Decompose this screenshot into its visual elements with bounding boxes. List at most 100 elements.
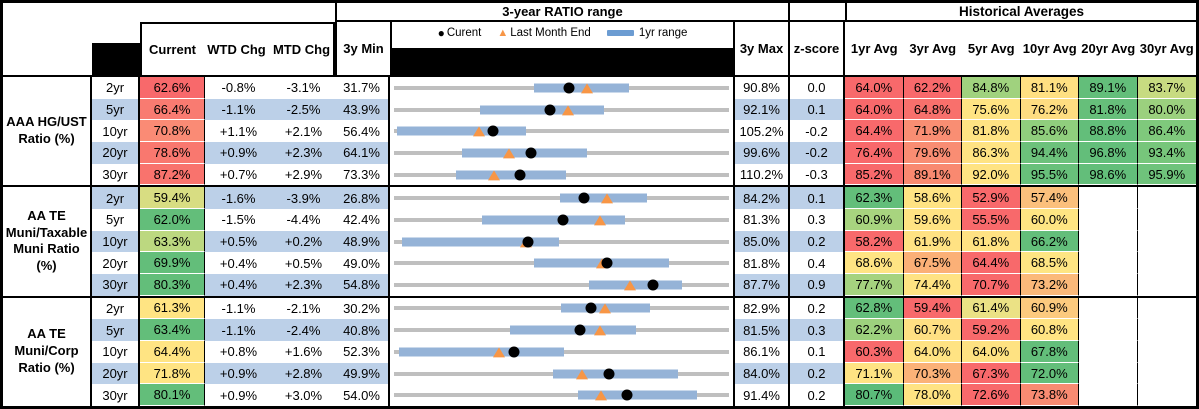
wtd-chg-cell: -1.5% [205, 209, 272, 231]
change-columns-header: Current WTD Chg MTD Chg [140, 22, 335, 75]
current-dot-marker [601, 257, 613, 269]
current-column-header: Current [149, 42, 196, 57]
avg-cell: 81.8% [962, 120, 1021, 143]
range-chart-cell [390, 230, 735, 253]
legend-last-month-label: Last Month End [510, 27, 591, 39]
range-chart-cell [390, 163, 735, 186]
3y-min-cell: 49.0% [335, 252, 390, 275]
3y-max-cell: 110.2% [735, 163, 790, 186]
ratio-group: AA TE Muni/Corp Ratio (%) 2yr 61.3% -1.1% -2… [3, 295, 1196, 407]
last-month-triangle-marker [575, 368, 588, 379]
3y-min-cell: 73.3% [335, 163, 390, 186]
3y-min-cell: 31.7% [335, 77, 390, 99]
mtd-chg-cell: +2.1% [272, 120, 335, 143]
avg-cell [1137, 252, 1196, 275]
table-row: 10yr 63.3% +0.5% +0.2% 48.9% 85.0% 0.2 58.2% 61.… [92, 230, 1196, 253]
avg-cell: 62.3% [845, 187, 904, 209]
mtd-chg-cell: +1.6% [272, 341, 335, 363]
table-row: 30yr 80.1% +0.9% +3.0% 54.0% 91.4% 0.2 80.7% 78.… [92, 384, 1196, 407]
3y-max-cell: 91.4% [735, 384, 790, 407]
table-row: 10yr 64.4% +0.8% +1.6% 52.3% 86.1% 0.1 60.3% 64.… [92, 341, 1196, 363]
mtd-chg-cell: +2.8% [272, 362, 335, 385]
range-section-title: 3-year RATIO range [335, 3, 790, 22]
tenor-cell: 10yr [92, 120, 140, 143]
avg-cell [1137, 319, 1196, 341]
last-month-triangle-marker [598, 303, 611, 314]
3y-min-column-header: 3y Min [335, 22, 390, 75]
table-row: 10yr 70.8% +1.1% +2.1% 56.4% 105.2% -0.2 64.4% 7… [92, 120, 1196, 143]
3y-min-cell: 49.9% [335, 362, 390, 385]
current-dot-marker [647, 279, 659, 291]
current-dot-marker [585, 302, 597, 314]
current-dot-marker [544, 104, 556, 115]
3y-min-cell: 42.4% [335, 209, 390, 231]
1yr-range-band [481, 215, 626, 225]
avg-cell [1079, 187, 1138, 209]
current-dot-marker [487, 125, 499, 137]
avg-cell [1079, 252, 1138, 275]
avg-cell: 67.3% [962, 362, 1021, 385]
last-month-triangle-marker [503, 148, 516, 159]
3y-max-cell: 84.0% [735, 362, 790, 385]
3y-min-cell: 54.8% [335, 274, 390, 296]
current-cell: 80.1% [140, 384, 205, 407]
avg-cell: 71.9% [903, 120, 962, 143]
mtd-chg-cell: +0.5% [272, 252, 335, 275]
avg-cell [1137, 209, 1196, 231]
z-score-cell: 0.2 [790, 230, 845, 253]
mtd-chg-cell: -2.4% [272, 319, 335, 341]
table-row: 5yr 66.4% -1.1% -2.5% 43.9% 92.1% 0.1 64.0% 64.8… [92, 98, 1196, 121]
avg-cell: 60.9% [845, 209, 904, 231]
current-dot-marker [603, 368, 615, 379]
current-dot-marker [563, 82, 575, 94]
table-header: 3-year RATIO range Historical Averages C… [3, 3, 1196, 75]
current-dot-marker [525, 147, 537, 159]
tenor-cell: 5yr [92, 319, 140, 341]
tenor-cell: 30yr [92, 384, 140, 407]
avg-cell: 80.7% [845, 384, 904, 407]
group-label: AA TE Muni/Taxable Muni Ratio (%) [3, 187, 92, 296]
range-chart-cell [390, 209, 735, 231]
1yr-range-band [401, 237, 560, 246]
1yr-range-bar-icon [606, 30, 634, 36]
avg-cell: 60.9% [1020, 297, 1079, 320]
tenor-cell: 5yr [92, 98, 140, 121]
avg-cell: 57.4% [1020, 187, 1079, 209]
avg-cell: 93.4% [1137, 142, 1196, 164]
chart-legend-cell: ● Curent ▲ Last Month End 1yr range [390, 22, 735, 75]
range-track [394, 282, 729, 287]
range-track [394, 239, 729, 244]
z-score-cell: 0.3 [790, 319, 845, 341]
current-cell: 70.8% [140, 120, 205, 143]
last-month-triangle-marker [561, 104, 574, 115]
avg-cell: 96.8% [1079, 142, 1138, 164]
mtd-chg-cell: +2.3% [272, 142, 335, 164]
avg-cell: 59.4% [903, 297, 962, 320]
avg-cell [1079, 384, 1138, 407]
avg-cell [1079, 362, 1138, 385]
3y-max-column-header: 3y Max [735, 22, 790, 75]
avg-cell: 67.5% [903, 252, 962, 275]
tenor-cell: 20yr [92, 362, 140, 385]
avg-cell: 61.9% [903, 230, 962, 253]
avg-cell [1079, 230, 1138, 253]
table-row: 5yr 62.0% -1.5% -4.4% 42.4% 81.3% 0.3 60.9% 59.6… [92, 209, 1196, 231]
chart-legend: ● Curent ▲ Last Month End 1yr range [392, 27, 733, 39]
z-score-cell: 0.4 [790, 252, 845, 275]
1yr-range-band [589, 280, 683, 290]
wtd-chg-cell: +0.9% [205, 362, 272, 385]
wtd-chg-cell: -1.1% [205, 319, 272, 341]
wtd-chg-cell: +0.5% [205, 230, 272, 253]
1yr-range-band [509, 325, 637, 335]
avg-cell: 68.5% [1020, 252, 1079, 275]
avg-cell [1137, 187, 1196, 209]
avg-cell [1137, 362, 1196, 385]
legend-current-label: Curent [446, 27, 482, 39]
table-row: 20yr 69.9% +0.4% +0.5% 49.0% 81.8% 0.4 68.6% 67.… [92, 252, 1196, 275]
3y-max-cell: 84.2% [735, 187, 790, 209]
avg-cell: 64.0% [962, 341, 1021, 363]
wtd-chg-column-header: WTD Chg [207, 42, 266, 57]
avg-cell [1137, 230, 1196, 253]
range-chart-cell [390, 297, 735, 320]
current-dot-marker [578, 192, 590, 204]
